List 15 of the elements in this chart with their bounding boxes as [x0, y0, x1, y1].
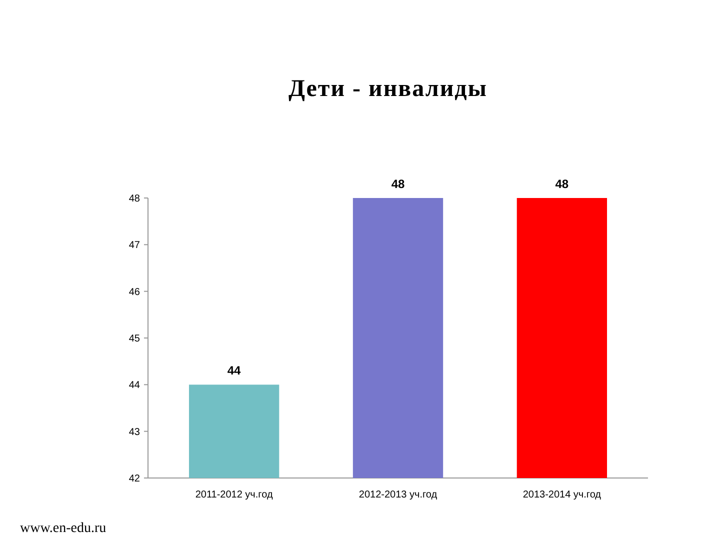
- data-label: 44: [227, 364, 242, 378]
- text: www.en-edu.ru: [20, 521, 106, 536]
- y-tick-label: 47: [128, 240, 140, 252]
- y-tick-label: 44: [128, 380, 140, 392]
- chart-title: Дети - инвалиды: [288, 76, 488, 102]
- y-tick-label: 45: [128, 334, 140, 344]
- x-tick-label: 2013-2014 уч.год: [522, 490, 602, 500]
- data-label: 48: [391, 177, 405, 191]
- y-tick-label: 42: [128, 474, 140, 484]
- y-tick-label: 46: [128, 286, 140, 298]
- data-label: 48: [555, 177, 569, 191]
- y-tick-label: 43: [128, 426, 140, 438]
- x-tick-label: 2011-2012 уч.год: [195, 490, 273, 500]
- x-tick-label: 2012-2013 уч.год: [358, 490, 438, 500]
- y-tick-label: 48: [128, 194, 140, 204]
